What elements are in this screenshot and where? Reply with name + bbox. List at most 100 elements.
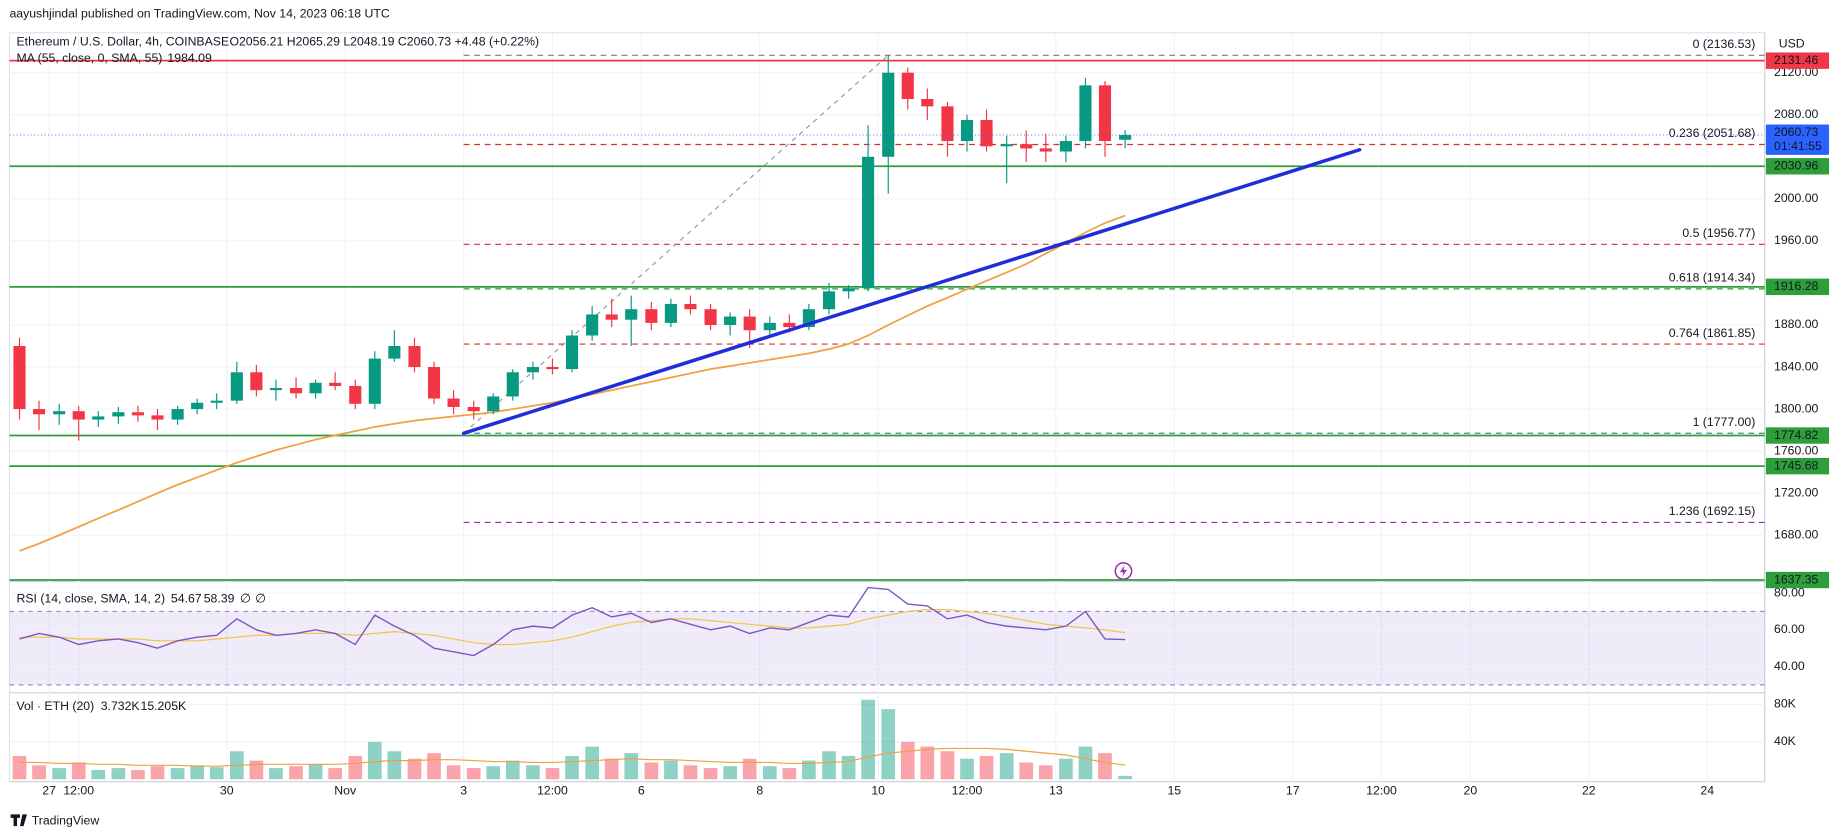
x-tick-label: 27 — [42, 783, 56, 797]
level-tag — [1765, 158, 1830, 175]
y-tick-label: 1880.00 — [1774, 317, 1819, 331]
symbol-title: Ethereum / U.S. Dollar, 4h, COINBASE — [16, 34, 229, 48]
y-tick-label: 1760.00 — [1774, 443, 1819, 457]
volume-bar — [407, 758, 422, 780]
rsi-band — [9, 611, 1765, 685]
currency: USD — [1779, 37, 1805, 51]
volume-bar — [91, 769, 106, 780]
candle-body — [250, 372, 263, 391]
volume-bar — [427, 753, 441, 780]
candle-body — [191, 402, 204, 410]
candle-body — [309, 382, 322, 394]
y-tick-label: 1800.00 — [1774, 401, 1819, 415]
candle-body — [171, 409, 184, 420]
rsi-legend-value: 54.67 — [171, 591, 202, 605]
candle-body — [960, 120, 974, 142]
fib-label: 0.5 (1956.77) — [1682, 226, 1755, 240]
candle-body — [131, 412, 144, 416]
x-tick-label: 15 — [1167, 783, 1181, 797]
candle-body — [783, 322, 796, 328]
candle-body — [980, 120, 993, 147]
volume-bar — [348, 755, 363, 780]
candle-body — [684, 303, 697, 310]
x-tick-label: 20 — [1464, 783, 1478, 797]
volume-ma-line — [19, 747, 1126, 767]
candle-body — [388, 345, 401, 359]
volume-bar — [960, 758, 974, 780]
volume-bar — [289, 766, 303, 780]
x-tick-label: Nov — [334, 783, 357, 797]
candle-body — [487, 396, 500, 412]
x-tick-label: 12:00 — [537, 783, 568, 797]
volume-bar — [565, 755, 579, 780]
candle-body — [72, 411, 85, 420]
volume-bar — [12, 755, 27, 780]
volume-bar — [920, 746, 935, 780]
candle-body — [625, 309, 638, 320]
candle-body — [13, 345, 26, 410]
volume-bar — [466, 768, 481, 780]
candle-body — [1000, 144, 1013, 147]
footer: TradingView — [32, 814, 100, 828]
candle-body — [53, 411, 66, 415]
rsi-tick-label: 40.00 — [1774, 659, 1805, 673]
volume-bar — [664, 760, 678, 780]
rsi-na-label: ∅ — [240, 591, 251, 605]
x-tick-label: 6 — [638, 783, 645, 797]
y-tick-label: 1960.00 — [1774, 233, 1819, 247]
volume-bar — [782, 768, 797, 780]
ohlc: O2056.21 H2065.29 L2048.19 C2060.73 +4.4… — [229, 34, 539, 48]
trendline — [461, 147, 1362, 435]
rsi-line — [19, 586, 1126, 657]
volume-bar — [585, 746, 599, 780]
last-price-tag — [1765, 124, 1830, 155]
x-tick-label: 13 — [1049, 783, 1063, 797]
volume-bar — [190, 765, 204, 780]
candle-body — [645, 309, 658, 323]
candle-body — [743, 316, 756, 331]
rsi-na-label: ∅ — [255, 591, 266, 605]
volume-bar — [249, 760, 264, 780]
candle-body — [269, 388, 282, 391]
x-tick-label: 22 — [1582, 783, 1596, 797]
y-tick-label: 1720.00 — [1774, 485, 1819, 499]
volume-bar — [703, 768, 718, 780]
candle-body — [526, 367, 539, 373]
fib-label: 0.764 (1861.85) — [1669, 326, 1756, 340]
volume-bar — [841, 755, 856, 780]
publisher: aayushjindal published on TradingView.co… — [9, 6, 389, 20]
candle-body — [1119, 135, 1132, 140]
volume-bar — [1118, 775, 1132, 780]
volume-bar — [150, 766, 165, 780]
level-tag — [1765, 52, 1830, 69]
x-tick-label: 10 — [871, 783, 885, 797]
footer-logo — [10, 814, 28, 827]
volume-bar — [446, 765, 461, 780]
volume-bar — [999, 753, 1014, 780]
volume-bar — [1059, 758, 1073, 780]
y-tick-label: 2080.00 — [1774, 107, 1819, 121]
x-tick-label: 12:00 — [1366, 783, 1397, 797]
volume-bar — [32, 765, 46, 780]
candle-body — [546, 367, 559, 370]
volume-bar — [367, 741, 382, 780]
y-tick-label: 1840.00 — [1774, 359, 1819, 373]
volume-bar — [1019, 762, 1034, 780]
rsi-ma-legend-value: 58.39 — [204, 591, 235, 605]
candle-body — [151, 415, 164, 420]
level-tag-label: 2131.46 — [1774, 53, 1819, 67]
candle-body — [605, 314, 618, 320]
volume-bar — [328, 768, 342, 780]
volume-bar — [861, 699, 875, 780]
candle-body — [565, 335, 579, 370]
candle-body — [1039, 148, 1052, 152]
candle-body — [349, 385, 362, 404]
volume-bar — [209, 767, 224, 780]
candle-body — [882, 72, 895, 157]
volume-bar — [940, 751, 955, 780]
candle-body — [506, 372, 519, 397]
ma-legend: MA (55, close, 0, SMA, 55) — [16, 51, 162, 65]
volume-ma-legend-value: 15.205K — [141, 699, 188, 713]
rsi-legend: RSI (14, close, SMA, 14, 2) — [16, 591, 165, 605]
